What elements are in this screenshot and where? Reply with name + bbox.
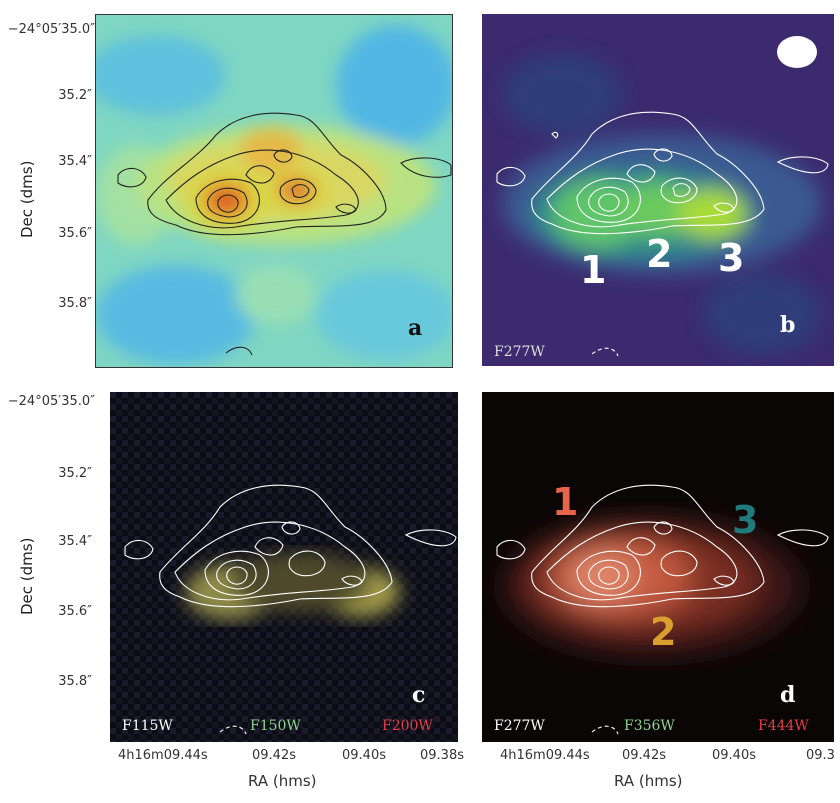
panel-a-map bbox=[96, 15, 452, 367]
ytick-top-1: 35.2″ bbox=[58, 88, 92, 103]
panel-b: 1 2 3 F277W b bbox=[482, 14, 834, 366]
xtick-right-2: 09.40s bbox=[712, 748, 756, 763]
panel-b-map bbox=[482, 14, 834, 366]
panel-c: F115W F150W F200W c bbox=[110, 392, 458, 742]
panel-d-label-3: 3 bbox=[732, 498, 759, 542]
panel-d-letter: d bbox=[780, 682, 796, 708]
xtick-right-3: 09.3 bbox=[806, 748, 835, 763]
panel-c-filter-1: F115W bbox=[122, 718, 173, 734]
ytick-bottom-1: 35.2″ bbox=[58, 466, 92, 481]
ytick-top-3: 35.6″ bbox=[58, 226, 92, 241]
panel-d-filter-3: F444W bbox=[758, 718, 809, 734]
panel-d: 1 2 3 F277W F356W F444W d bbox=[482, 392, 834, 742]
xtick-left-1: 09.42s bbox=[252, 748, 296, 763]
panel-d-label-2: 2 bbox=[650, 610, 677, 654]
ytick-top-4: 35.8″ bbox=[58, 296, 92, 311]
panel-b-label-2: 2 bbox=[646, 232, 673, 276]
panel-c-letter: c bbox=[412, 682, 426, 708]
panel-d-map bbox=[482, 392, 834, 742]
panel-a-letter: a bbox=[408, 315, 423, 341]
xtick-left-2: 09.40s bbox=[342, 748, 386, 763]
panel-c-filter-2: F150W bbox=[250, 718, 301, 734]
panel-b-filter: F277W bbox=[494, 344, 545, 360]
x-axis-label-right: RA (hms) bbox=[614, 772, 683, 790]
panel-b-letter: b bbox=[780, 312, 796, 338]
panel-d-filter-1: F277W bbox=[494, 718, 545, 734]
panel-b-label-3: 3 bbox=[718, 236, 745, 280]
ytick-top-0: −24°05′35.0″ bbox=[7, 22, 95, 37]
xtick-right-0: 4h16m09.44s bbox=[500, 748, 590, 763]
xtick-right-1: 09.42s bbox=[622, 748, 666, 763]
ytick-bottom-0: −24°05′35.0″ bbox=[7, 394, 95, 409]
ytick-bottom-3: 35.6″ bbox=[58, 604, 92, 619]
panel-a: a bbox=[95, 14, 453, 368]
panel-c-map bbox=[110, 392, 458, 742]
panel-c-filter-3: F200W bbox=[382, 718, 433, 734]
panel-d-label-1: 1 bbox=[552, 480, 579, 524]
ytick-top-2: 35.4″ bbox=[58, 154, 92, 169]
xtick-left-0: 4h16m09.44s bbox=[118, 748, 208, 763]
x-axis-label-left: RA (hms) bbox=[248, 772, 317, 790]
ytick-bottom-4: 35.8″ bbox=[58, 674, 92, 689]
xtick-left-3: 09.38s bbox=[420, 748, 464, 763]
panel-b-label-1: 1 bbox=[580, 248, 607, 292]
panel-d-filter-2: F356W bbox=[624, 718, 675, 734]
ytick-bottom-2: 35.4″ bbox=[58, 534, 92, 549]
